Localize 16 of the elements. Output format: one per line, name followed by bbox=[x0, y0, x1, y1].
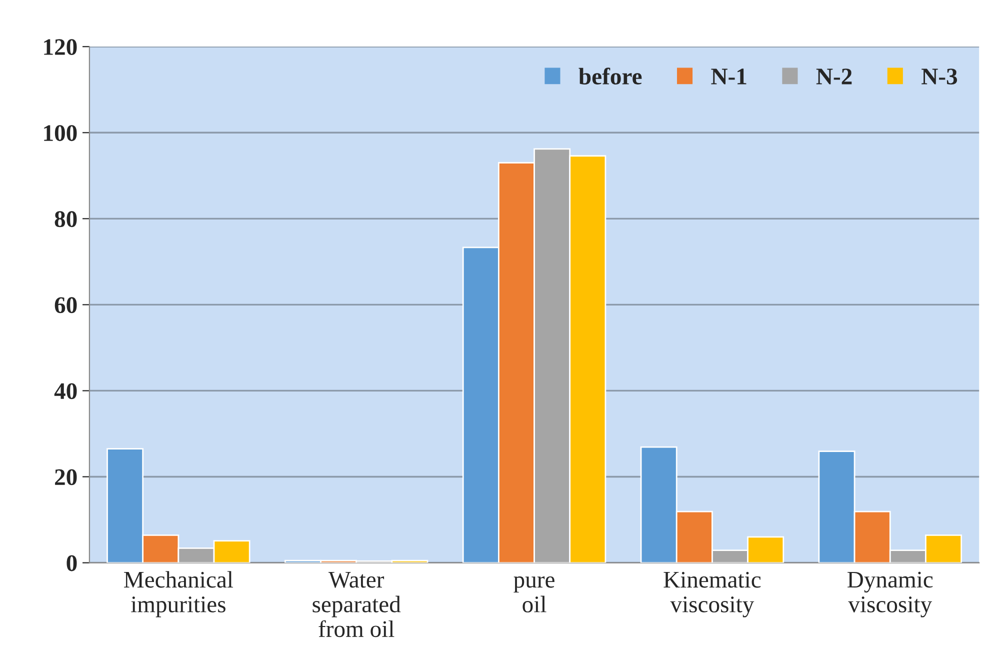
x-tick-label: pure oil bbox=[514, 576, 554, 612]
legend-label: N-3 bbox=[922, 68, 958, 84]
x-tick-label: Mechanical impurities bbox=[124, 571, 234, 618]
y-tick-label: 120 bbox=[44, 39, 77, 56]
y-tick-label: 100 bbox=[44, 125, 77, 142]
y-tick-label: 40 bbox=[54, 383, 77, 400]
y-tick-label: 80 bbox=[54, 211, 77, 228]
legend-label: N-1 bbox=[711, 68, 746, 84]
y-tick-label: 20 bbox=[55, 469, 77, 486]
x-tick-label: Dynamic viscosity bbox=[848, 572, 933, 618]
legend-label: before bbox=[578, 68, 642, 84]
x-tick-label: Water separated from oil bbox=[312, 572, 401, 638]
y-tick-label: 60 bbox=[54, 297, 77, 314]
legend-label: N-2 bbox=[816, 68, 852, 84]
x-tick-label: Kinematic viscosity bbox=[664, 572, 761, 618]
y-tick-label: 0 bbox=[66, 555, 77, 572]
